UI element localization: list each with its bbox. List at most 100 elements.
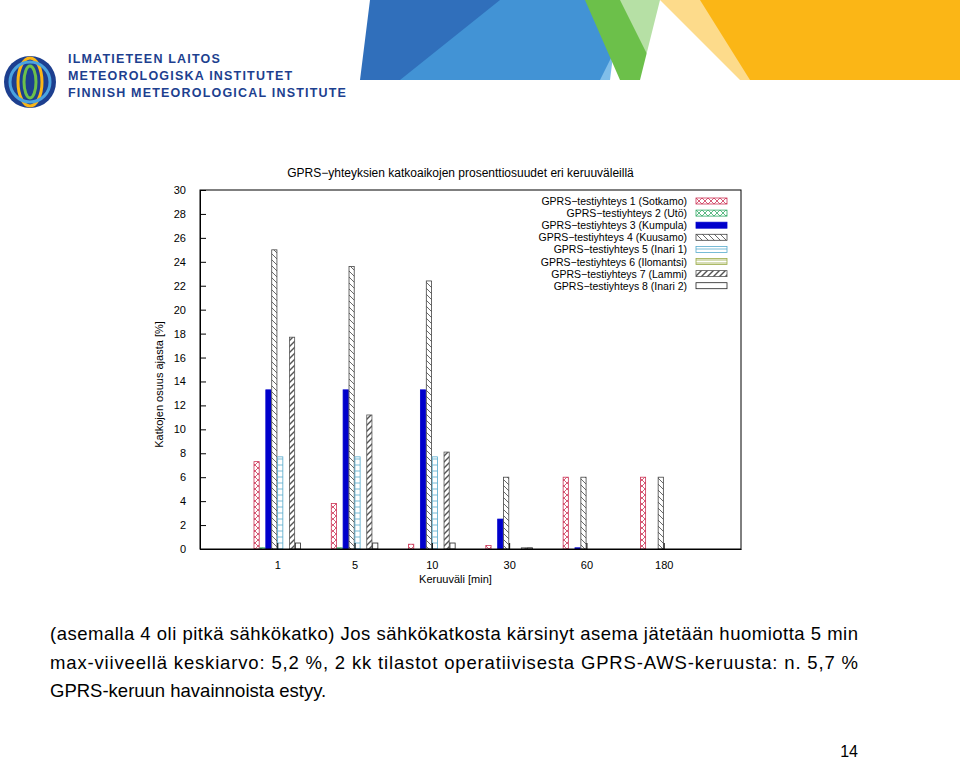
x-axis-title: Keruuväli [min] xyxy=(419,573,492,585)
y-tick-label: 20 xyxy=(174,304,186,316)
bar xyxy=(444,452,449,549)
y-tick: 6 xyxy=(180,471,206,483)
y-tick-label: 8 xyxy=(180,447,186,459)
legend-swatch xyxy=(696,283,727,289)
y-tick-label: 10 xyxy=(174,423,186,435)
y-tick-mark xyxy=(200,190,206,191)
band-white xyxy=(620,0,750,80)
y-tick: 4 xyxy=(180,495,206,507)
y-tick: 22 xyxy=(174,280,206,292)
y-tick: 16 xyxy=(174,352,206,364)
y-tick-mark xyxy=(200,405,206,406)
x-tick: 180 xyxy=(655,543,673,571)
legend-item: GPRS−testiyhteys 1 (Sotkamo) xyxy=(541,195,727,207)
page-number: 14 xyxy=(840,743,858,758)
y-tick: 12 xyxy=(174,399,206,411)
bar xyxy=(349,267,354,549)
legend-swatch xyxy=(696,259,727,265)
caption-line: (asemalla 4 oli pitkä sähkökatko) Jos sä… xyxy=(50,623,858,644)
x-tick-mark xyxy=(277,543,278,549)
legend-label: GPRS−testiyhteys 6 (Ilomantsi) xyxy=(541,256,687,268)
x-tick-label: 5 xyxy=(352,559,358,571)
legend-label: GPRS−testiyhteys 4 (Kuusamo) xyxy=(538,231,687,243)
y-tick-label: 24 xyxy=(174,256,186,268)
y-tick: 10 xyxy=(174,423,206,435)
logo-ring xyxy=(10,62,50,102)
plot-frame xyxy=(200,190,741,549)
x-tick-mark xyxy=(586,543,587,549)
band-lightblue xyxy=(400,0,620,80)
bar xyxy=(420,390,425,549)
legend-item: GPRS−testiyhteys 4 (Kuusamo) xyxy=(538,231,727,243)
y-tick-mark xyxy=(200,286,206,287)
y-tick-label: 0 xyxy=(180,543,186,555)
y-axis: 024681012141618202224262830 xyxy=(174,184,206,555)
bar xyxy=(254,462,259,549)
logo-circle xyxy=(4,56,56,108)
legend: GPRS−testiyhteys 1 (Sotkamo)GPRS−testiyh… xyxy=(538,195,727,292)
y-tick-label: 4 xyxy=(180,495,186,507)
y-tick-mark xyxy=(200,238,206,239)
logo-text: FINNISH METEOROLOGICAL INSTITUTE xyxy=(68,86,347,100)
legend-swatch xyxy=(696,246,727,252)
bar xyxy=(331,504,336,549)
legend-item: GPRS−testiyhteys 7 (Lammi) xyxy=(551,268,727,280)
x-tick-mark xyxy=(355,543,356,549)
header-decoration xyxy=(360,0,960,80)
y-tick-label: 2 xyxy=(180,519,186,531)
slide: ILMATIETEEN LAITOS METEOROLOGISKA INSTITU… xyxy=(0,0,960,758)
bar xyxy=(355,457,360,549)
x-tick: 30 xyxy=(504,543,516,571)
legend-item: GPRS−testiyhteys 2 (Utö) xyxy=(567,207,728,219)
legend-swatch xyxy=(696,198,727,204)
y-tick-label: 6 xyxy=(180,471,186,483)
logo-text: ILMATIETEEN LAITOS xyxy=(68,52,221,66)
y-tick-mark xyxy=(200,525,206,526)
bar xyxy=(266,390,271,549)
y-tick-label: 26 xyxy=(174,232,186,244)
x-tick: 60 xyxy=(581,543,593,571)
logo-text: METEOROLOGISKA INSTITUTET xyxy=(68,69,293,83)
legend-item: GPRS−testiyhteys 3 (Kumpula) xyxy=(541,219,727,231)
legend-label: GPRS−testiyhteys 2 (Utö) xyxy=(567,207,688,219)
y-tick: 30 xyxy=(174,184,206,196)
y-tick-label: 28 xyxy=(174,208,186,220)
y-tick-mark xyxy=(200,453,206,454)
y-tick-label: 18 xyxy=(174,328,186,340)
y-tick-mark xyxy=(200,214,206,215)
x-tick-label: 60 xyxy=(581,559,593,571)
x-axis-line xyxy=(201,549,742,550)
legend-label: GPRS−testiyhteys 7 (Lammi) xyxy=(551,268,687,280)
y-tick-mark xyxy=(200,429,206,430)
y-tick: 18 xyxy=(174,328,206,340)
y-tick: 8 xyxy=(180,447,206,459)
x-tick-label: 1 xyxy=(275,559,281,571)
caption-line: GPRS-keruun havainnoista estyy. xyxy=(50,680,326,701)
bar xyxy=(504,477,509,549)
bar xyxy=(289,337,294,549)
legend-label: GPRS−testiyhteys 1 (Sotkamo) xyxy=(541,195,687,207)
y-tick: 14 xyxy=(174,375,206,387)
y-tick: 2 xyxy=(180,519,206,531)
x-tick-mark xyxy=(664,543,665,549)
bar xyxy=(409,544,414,549)
bar xyxy=(272,250,277,549)
x-tick-mark xyxy=(509,543,510,549)
x-tick-label: 30 xyxy=(504,559,516,571)
x-axis: 15103060180 xyxy=(201,543,742,571)
y-tick-label: 14 xyxy=(174,375,186,387)
bar xyxy=(486,545,491,549)
caption: (asemalla 4 oli pitkä sähkökatko) Jos sä… xyxy=(50,623,858,701)
bar xyxy=(640,477,645,549)
legend-swatch xyxy=(696,210,727,216)
bar xyxy=(581,477,586,549)
y-tick-label: 16 xyxy=(174,352,186,364)
y-tick: 20 xyxy=(174,304,206,316)
bar xyxy=(295,543,300,549)
y-tick-label: 30 xyxy=(174,184,186,196)
bar xyxy=(450,543,455,549)
legend-swatch xyxy=(696,234,727,240)
bar xyxy=(563,477,568,549)
legend-label: GPRS−testiyhteys 3 (Kumpula) xyxy=(541,219,687,231)
legend-swatch xyxy=(696,271,727,277)
